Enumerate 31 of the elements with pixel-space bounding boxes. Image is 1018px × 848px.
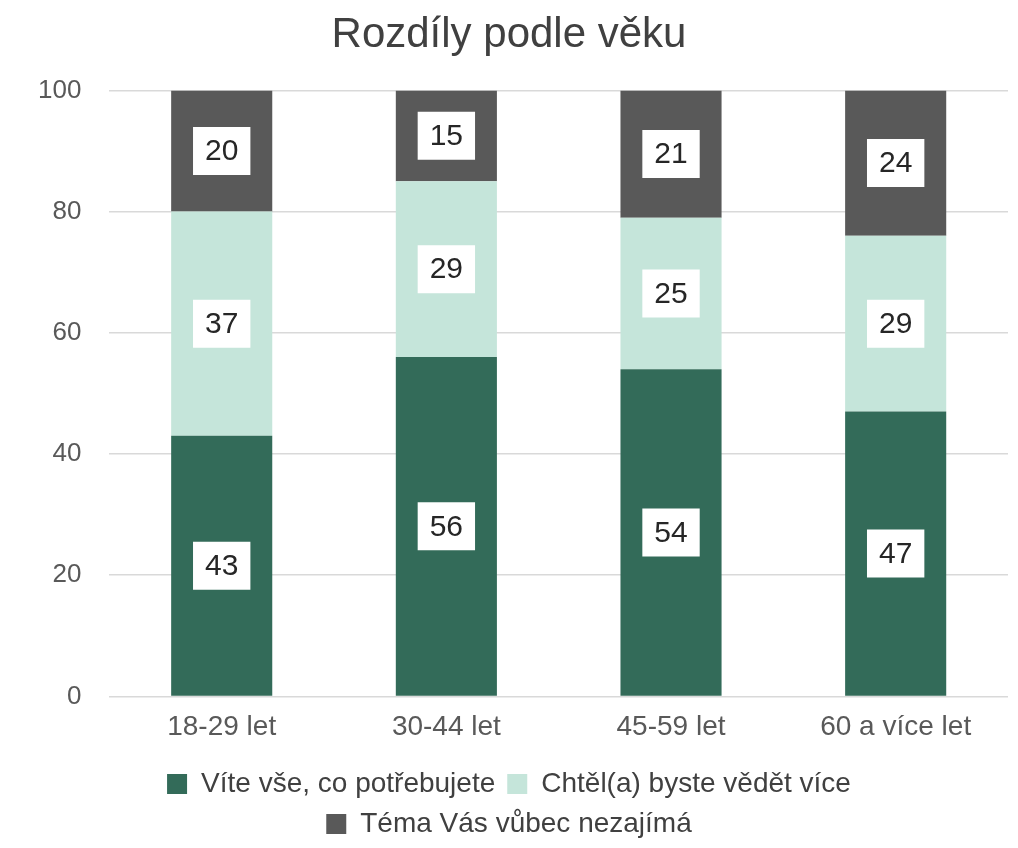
- data-label: 43: [205, 548, 239, 581]
- data-label: 24: [878, 145, 913, 179]
- bar: [845, 411, 947, 696]
- y-tick-label: 0: [66, 679, 82, 710]
- legend-label: Chtěl(a) byste vědět více: [541, 766, 851, 798]
- data-label: 25: [654, 275, 688, 309]
- x-tick-label: 45-59 let: [616, 709, 726, 741]
- legend-label: Víte vše, co potřebujete: [201, 766, 496, 798]
- x-tick-label: 18-29 let: [167, 709, 277, 741]
- y-tick-label: 80: [52, 194, 82, 225]
- data-label: 37: [205, 305, 239, 339]
- data-label: 21: [654, 136, 688, 170]
- x-tick-label: 30-44 let: [391, 709, 502, 741]
- chart-title: Rozdíly podle věku: [331, 8, 687, 56]
- y-tick-label: 40: [52, 437, 82, 468]
- data-label: 29: [878, 305, 913, 339]
- data-label: 47: [878, 535, 913, 569]
- data-label: 20: [205, 133, 239, 167]
- legend-label: Téma Vás vůbec nezajímá: [360, 806, 693, 838]
- y-tick-label: 100: [37, 73, 82, 104]
- bar: [395, 357, 497, 696]
- bar: [620, 369, 722, 696]
- data-label: 29: [429, 251, 464, 285]
- bar: [171, 211, 273, 436]
- y-tick-label: 60: [52, 315, 82, 346]
- y-tick-label: 20: [52, 558, 82, 589]
- x-tick-label: 60 a více let: [820, 709, 972, 741]
- data-label: 56: [429, 508, 464, 542]
- bar: [171, 435, 273, 696]
- data-label: 15: [429, 118, 464, 152]
- data-label: 54: [654, 514, 688, 548]
